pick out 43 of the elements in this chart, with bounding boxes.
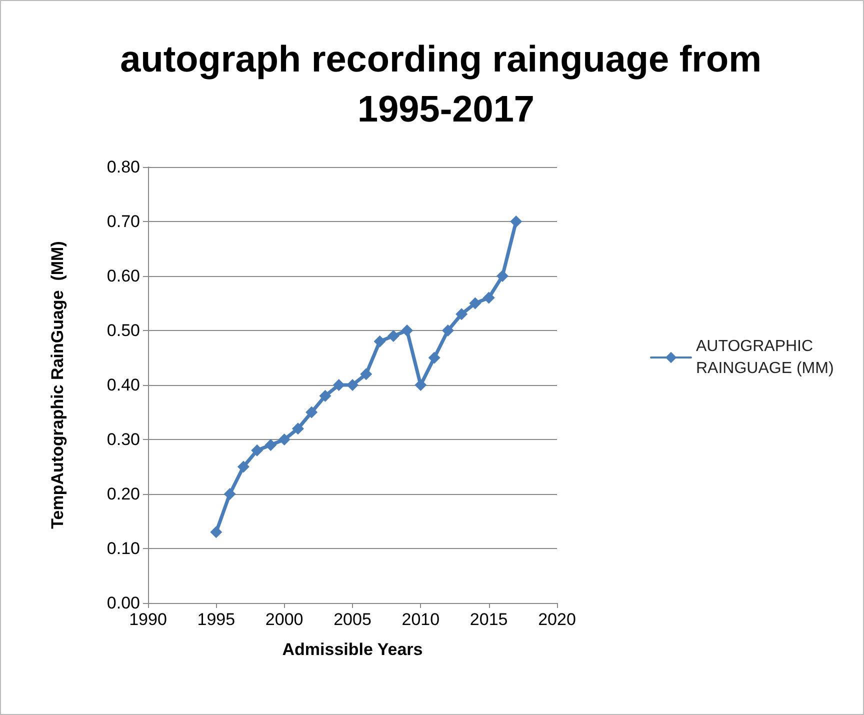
point (469, 297, 482, 310)
point (319, 390, 332, 402)
legend-label: AUTOGRAPHIC RAINGUAGE (MM) (696, 338, 834, 377)
point (346, 379, 358, 391)
point (401, 324, 414, 336)
y-tick-label: 0.20 (106, 484, 140, 504)
x-tick-label: 2000 (265, 610, 304, 629)
y-tick-label: 0.10 (106, 539, 140, 558)
point (251, 444, 264, 456)
point (306, 406, 318, 418)
x-tick-label: 2020 (538, 610, 576, 629)
y-tick-label: 0.40 (106, 376, 140, 394)
point (482, 292, 495, 304)
y-tick-label: 0.60 (106, 266, 140, 286)
x-axis-title: Admissible Years (282, 640, 423, 659)
point (510, 216, 522, 228)
point (278, 434, 290, 446)
point (332, 379, 345, 391)
point (237, 460, 250, 473)
y-tick-label: 0.70 (106, 212, 140, 231)
point (374, 335, 386, 348)
x-tick-label: 1995 (197, 610, 236, 629)
x-tick-label: 2005 (334, 610, 372, 629)
point (456, 308, 468, 320)
y-tick-label: 0.50 (106, 321, 140, 340)
y-axis-title: TempAutographic RainGuage (MM) (48, 241, 67, 529)
point (224, 488, 236, 500)
point (360, 368, 372, 380)
point (442, 324, 454, 336)
point (387, 330, 400, 342)
point (496, 270, 508, 282)
point (264, 438, 277, 451)
chart-title: autograph recording rainguage from 1995-2017 (120, 38, 772, 130)
point (210, 526, 222, 538)
x-tick-label: 2015 (470, 610, 508, 629)
y-tick-label: 0.80 (106, 158, 140, 176)
x-tick-label: 2010 (402, 610, 440, 629)
point (292, 422, 304, 435)
point (428, 352, 440, 364)
point (414, 379, 427, 391)
x-tick-label: 1990 (129, 610, 167, 629)
y-tick-label: 0.30 (106, 430, 140, 449)
y-tick-label: 0.00 (106, 594, 140, 612)
